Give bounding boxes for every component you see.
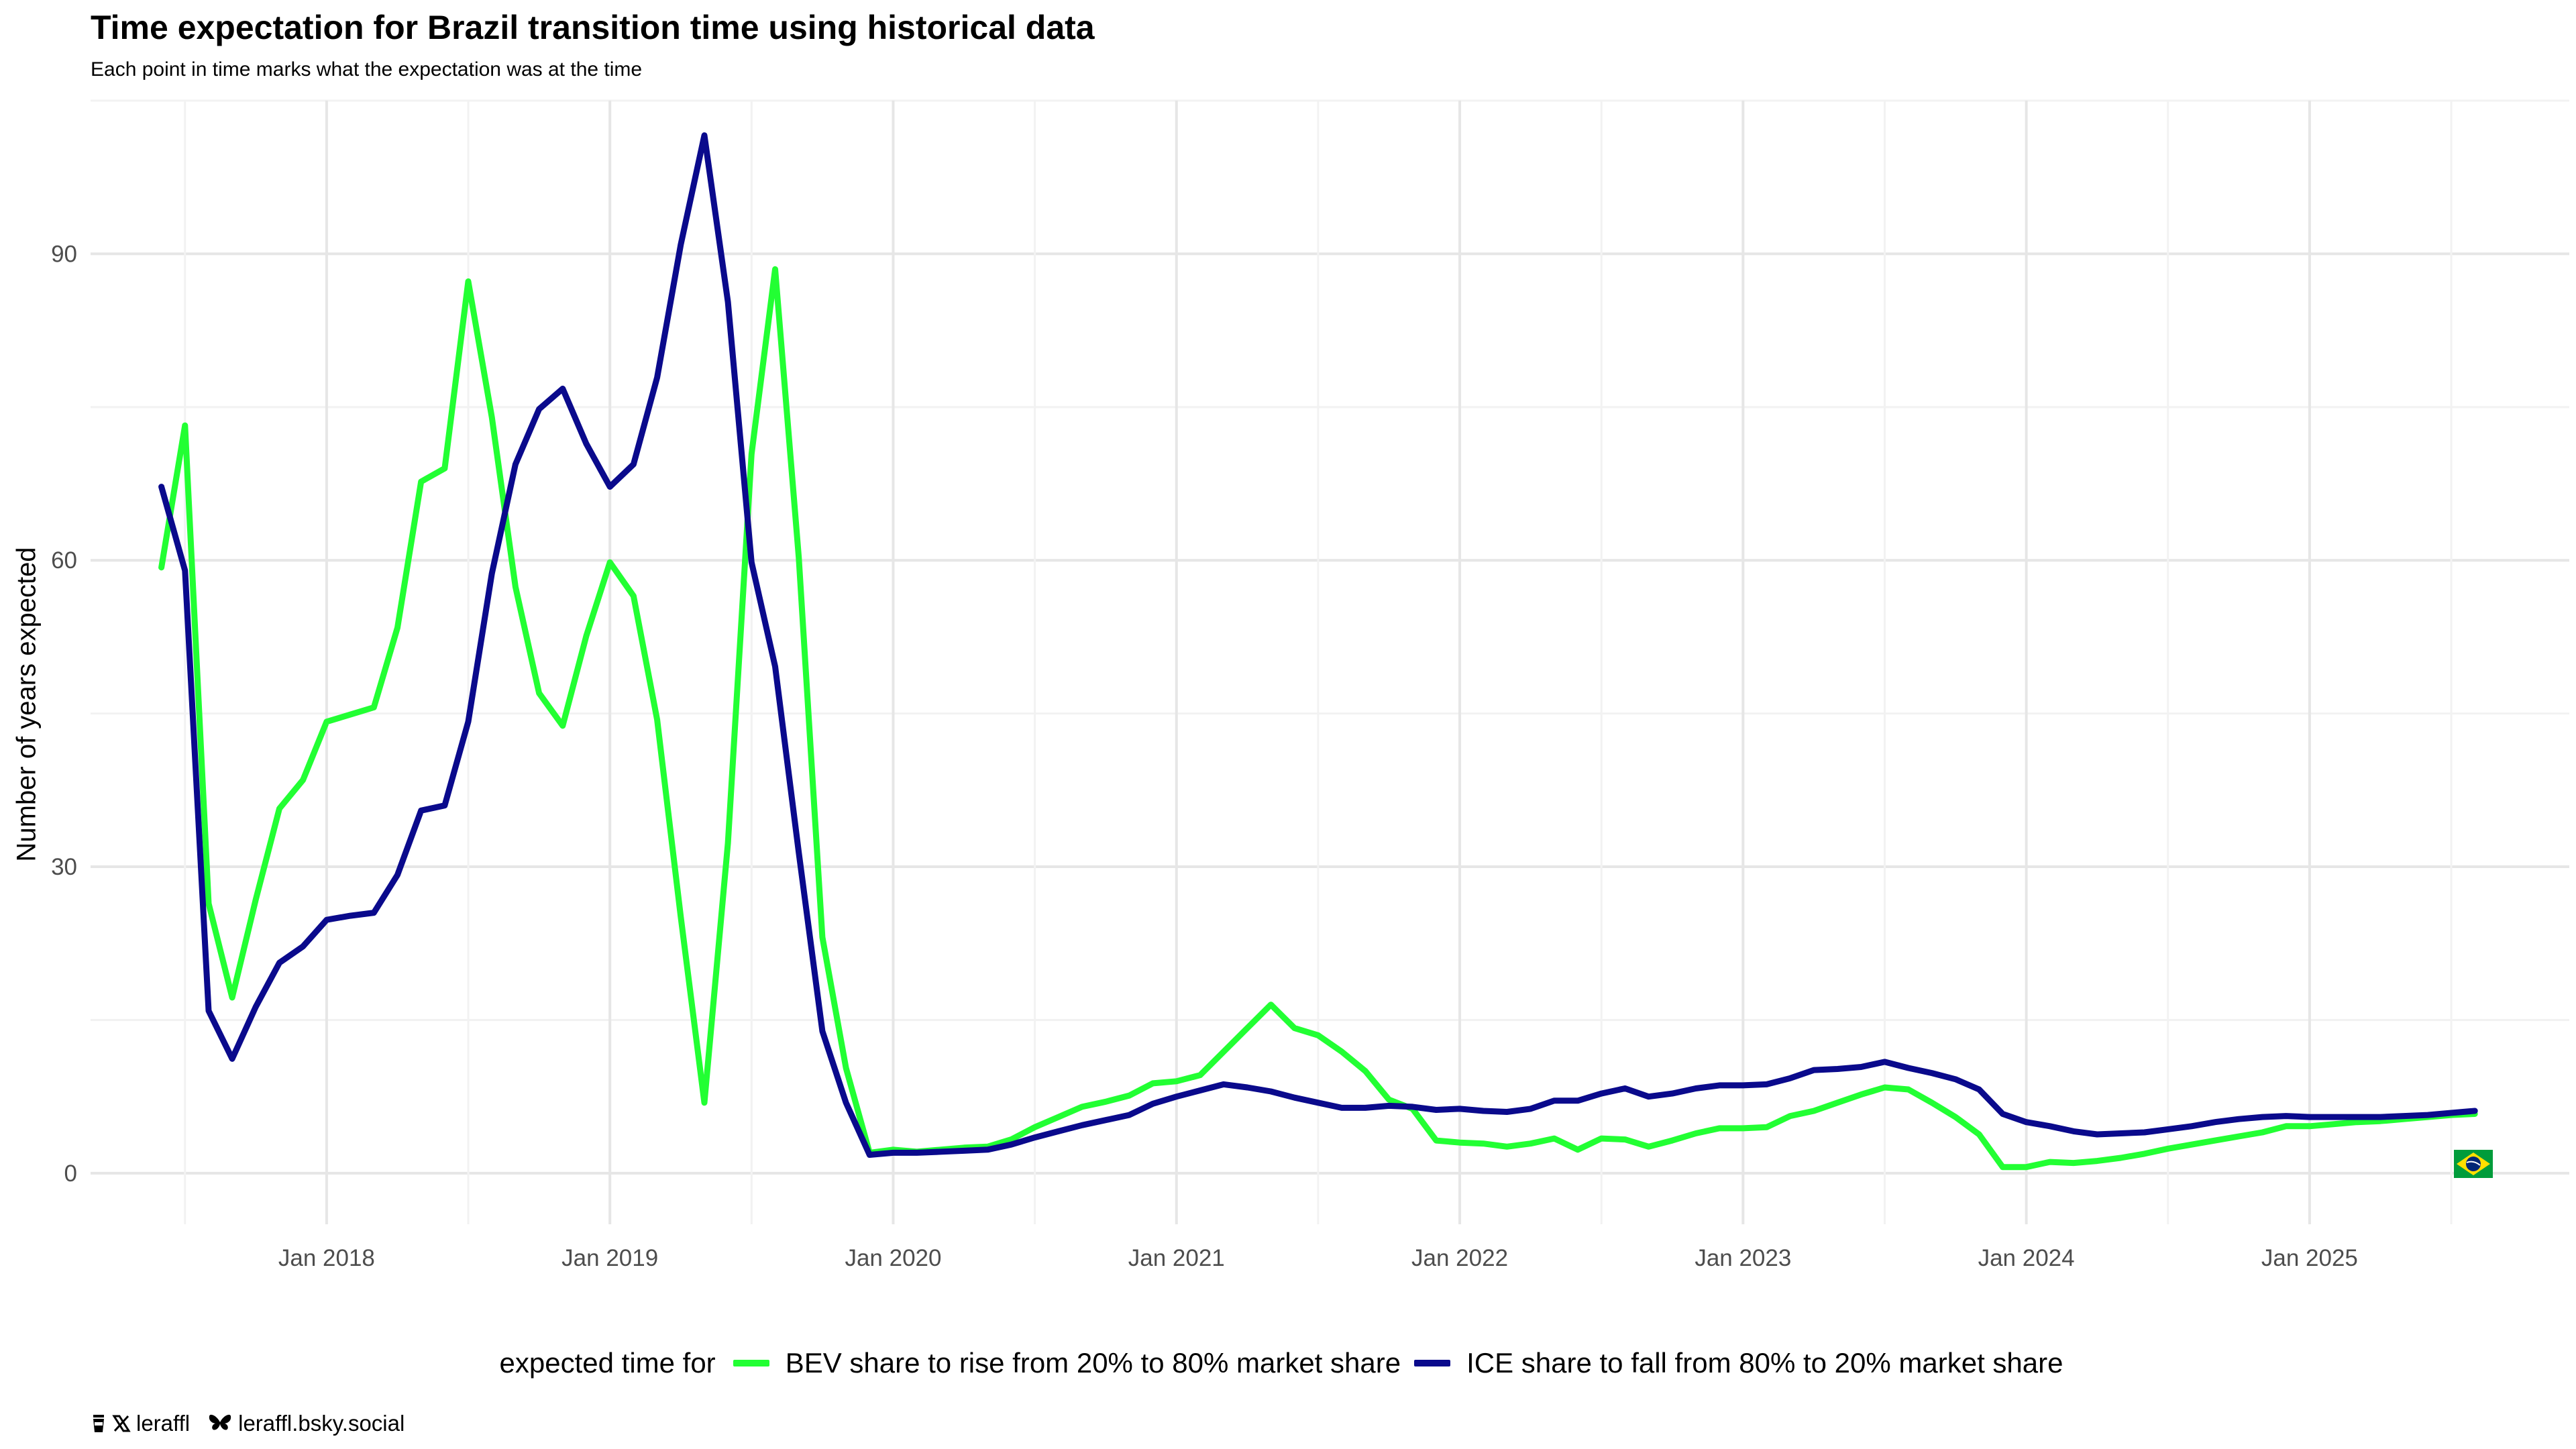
y-tick-label: 90 [51,241,77,267]
chart-title: Time expectation for Brazil transition t… [91,9,1095,46]
y-tick-label: 0 [64,1161,77,1187]
butterfly-icon [207,1413,233,1434]
legend-title: expected time for [499,1347,716,1379]
footer: leraffl leraffl.bsky.social [91,1411,405,1436]
grid-lines [91,99,2569,1224]
footer-bluesky: leraffl.bsky.social [238,1411,405,1436]
x-tick-label: Jan 2018 [278,1245,375,1271]
x-tick-labels: Jan 2018 Jan 2019 Jan 2020 Jan 2021 Jan 2022… [278,1245,2358,1271]
y-tick-label: 30 [51,854,77,880]
x-tick-label: Jan 2024 [1978,1245,2075,1271]
legend: expected time for BEV share to rise from… [0,1347,2576,1379]
x-tick-label: Jan 2022 [1411,1245,1508,1271]
y-tick-labels: 0 30 60 90 [51,241,77,1186]
series-lines [158,132,2478,1171]
legend-item-bev: BEV share to rise from 20% to 80% market… [733,1347,1401,1379]
x-tick-label: Jan 2019 [561,1245,658,1271]
legend-key-bev [733,1360,769,1366]
x-tick-label: Jan 2023 [1695,1245,1791,1271]
legend-item-ice: ICE share to fall from 80% to 20% market… [1414,1347,2063,1379]
chart-subtitle: Each point in time marks what the expect… [91,58,643,80]
x-logo-icon [112,1414,131,1433]
y-tick-label: 60 [51,547,77,574]
series-line-ice [158,132,2478,1158]
x-tick-label: Jan 2021 [1128,1245,1225,1271]
legend-label-ice: ICE share to fall from 80% to 20% market… [1466,1347,2063,1379]
x-tick-label: Jan 2025 [2261,1245,2358,1271]
x-tick-label: Jan 2020 [845,1245,941,1271]
coffee-cup-icon [91,1413,107,1434]
legend-key-ice [1414,1360,1451,1366]
footer-handle: leraffl [136,1411,191,1436]
legend-label-bev: BEV share to rise from 20% to 80% market… [785,1347,1401,1379]
series-line-bev [158,266,2478,1171]
brazil-flag-icon [2454,1150,2493,1178]
